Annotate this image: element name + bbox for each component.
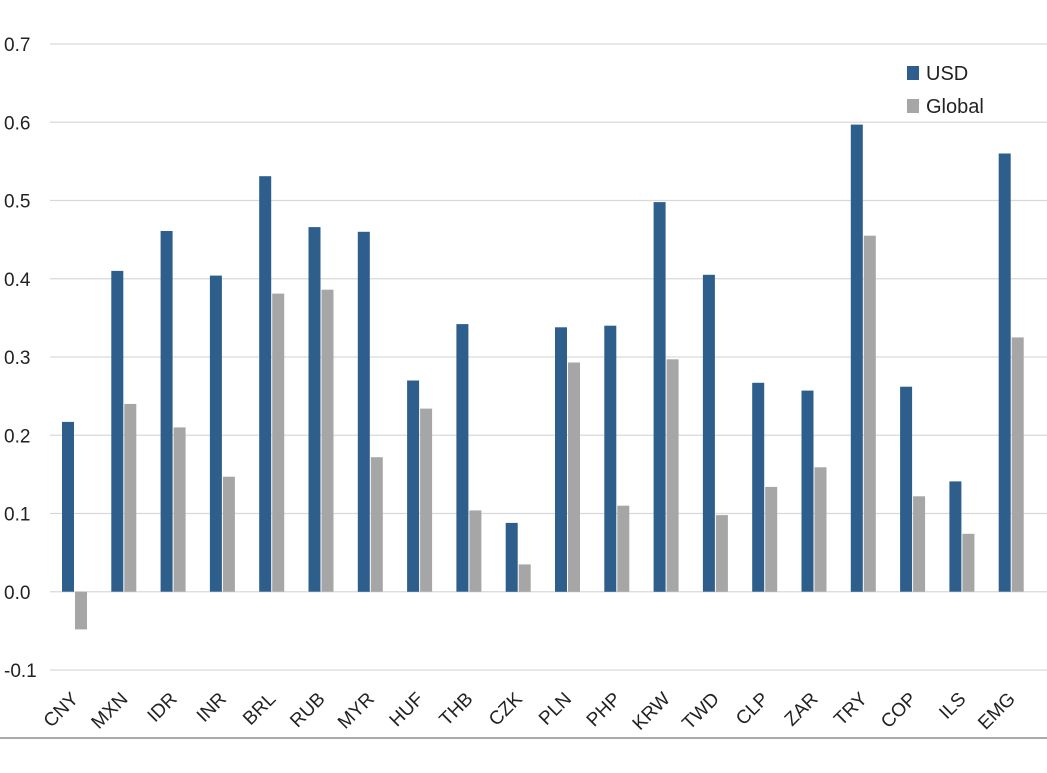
y-tick-label: 0.0 [4, 583, 30, 604]
bar-usd-cop [900, 386, 913, 592]
y-tick-label: 0.1 [4, 505, 30, 526]
bar-usd-zar [801, 390, 814, 592]
legend-swatch-global [907, 99, 919, 113]
x-category-label: CZK [485, 688, 527, 730]
bar-global-zar [814, 467, 827, 592]
bar-usd-czk [505, 522, 518, 592]
bar-usd-try [850, 124, 863, 592]
y-tick-label: -0.1 [4, 661, 37, 682]
x-category-label: BRL [239, 689, 280, 730]
bar-global-clp [765, 486, 778, 592]
bar-global-cop [913, 496, 926, 592]
x-category-label: CLP [732, 689, 773, 730]
gridlines [50, 43, 1047, 671]
x-category-label: MYR [334, 689, 379, 734]
bar-global-krw [666, 359, 679, 592]
y-tick-label: 0.5 [4, 192, 30, 213]
bar-global-thb [469, 510, 482, 592]
x-category-label: CNY [40, 688, 83, 731]
bar-usd-rub [308, 227, 321, 592]
x-category-label: PLN [535, 689, 576, 730]
bar-usd-myr [357, 231, 370, 592]
bar-usd-thb [456, 324, 469, 592]
x-category-label: COP [877, 689, 921, 733]
bar-global-twd [715, 515, 728, 592]
x-category-label: INR [193, 689, 231, 727]
bar-usd-ils [949, 481, 962, 592]
bar-global-pln [568, 362, 580, 592]
bar-usd-idr [160, 231, 173, 592]
x-category-label: TRY [830, 688, 872, 730]
legend-label-global: Global [926, 96, 984, 118]
bar-global-rub [321, 289, 334, 592]
bar-usd-emg [998, 153, 1011, 592]
bar-global-czk [518, 564, 531, 592]
x-axis-category-labels: CNY MXN IDR INR BRL RUB MYR HUF THB CZK PLN PHP KRW T… [40, 688, 1020, 734]
bar-usd-clp [752, 382, 765, 592]
legend-label-usd: USD [926, 63, 968, 85]
x-category-label: TWD [678, 689, 723, 734]
bar-global-brl [272, 293, 285, 592]
x-category-label: RUB [286, 689, 329, 732]
x-category-label: KRW [629, 689, 675, 735]
bar-usd-brl [259, 176, 272, 592]
x-category-label: EMG [974, 689, 1019, 734]
y-tick-label: 0.2 [4, 426, 30, 447]
bar-usd-krw [653, 202, 666, 592]
bars [62, 124, 1024, 630]
bar-usd-pln [555, 327, 567, 592]
bar-global-emg [1011, 337, 1024, 592]
bar-usd-php [604, 325, 617, 592]
bar-usd-cny [62, 421, 74, 592]
x-category-label: IDR [144, 689, 182, 727]
x-category-label: PHP [583, 689, 625, 731]
x-category-label: ILS [935, 689, 970, 724]
bar-usd-mxn [111, 270, 124, 592]
y-tick-label: 0.3 [4, 348, 30, 369]
bar-global-huf [420, 408, 433, 592]
y-tick-label: 0.6 [4, 113, 30, 134]
bar-global-myr [370, 457, 383, 592]
bar-global-php [617, 505, 630, 592]
bar-global-cny [75, 591, 87, 630]
y-tick-label: 0.4 [4, 270, 31, 291]
x-category-label: THB [436, 689, 478, 731]
y-axis-tick-labels: -0.1 0.0 0.1 0.2 0.3 0.4 0.5 0.6 0.7 [4, 35, 37, 682]
bar-usd-inr [209, 275, 222, 592]
y-tick-label: 0.7 [4, 35, 30, 56]
bar-global-idr [173, 427, 186, 592]
bar-global-try [863, 235, 876, 592]
x-category-label: HUF [386, 689, 428, 731]
bar-global-mxn [124, 403, 137, 592]
bar-global-ils [962, 533, 975, 592]
legend-swatch-usd [907, 66, 919, 80]
bar-global-inr [222, 476, 235, 592]
x-category-label: ZAR [781, 689, 823, 731]
legend: USD Global [907, 63, 984, 118]
bar-usd-huf [407, 380, 420, 592]
x-category-label: MXN [88, 689, 133, 734]
bar-usd-twd [702, 274, 715, 592]
